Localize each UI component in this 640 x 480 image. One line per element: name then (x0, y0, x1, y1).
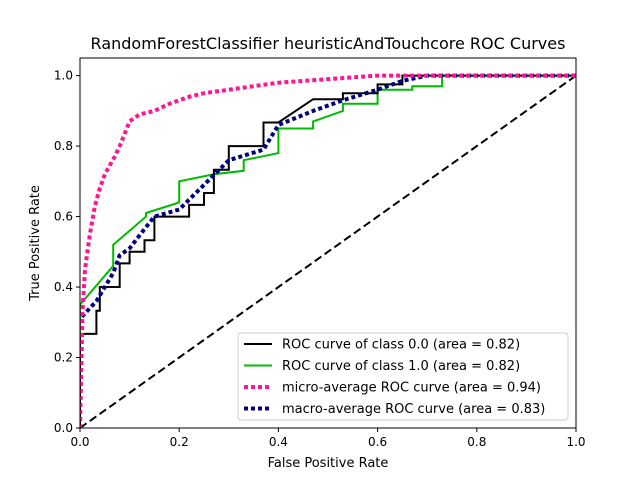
y-tick-label: 0.2 (54, 351, 73, 365)
x-tick-label: 0.0 (70, 435, 89, 449)
x-tick-label: 0.2 (170, 435, 189, 449)
plot-frame (79, 57, 577, 429)
x-tick-label: 0.8 (467, 435, 486, 449)
x-axis-label: False Positive Rate (268, 456, 389, 471)
legend-label-3: macro-average ROC curve (area = 0.83) (282, 402, 545, 417)
x-tick-label: 0.4 (269, 435, 288, 449)
y-axis-label: True Positive Rate (28, 185, 43, 302)
legend-label-1: ROC curve of class 1.0 (area = 0.82) (282, 359, 520, 374)
chance-diagonal-line (80, 74, 576, 428)
y-tick-label: 0.0 (54, 421, 73, 435)
x-tick-label: 1.0 (566, 435, 585, 449)
y-tick-label: 1.0 (54, 69, 73, 83)
series-line-1 (80, 74, 576, 428)
plot-lines (80, 73, 576, 428)
y-tick-label: 0.8 (54, 139, 73, 153)
legend: ROC curve of class 0.0 (area = 0.82) ROC … (237, 332, 569, 421)
y-tick-label: 0.4 (54, 280, 73, 294)
chart-title: RandomForestClassifier heuristicAndTouch… (91, 34, 566, 53)
legend-box (237, 332, 569, 421)
legend-label-0: ROC curve of class 0.0 (area = 0.82) (282, 338, 520, 353)
legend-label-2: micro-average ROC curve (area = 0.94) (282, 381, 541, 396)
x-axis: 0.0 0.2 0.4 0.6 0.8 1.0 (70, 428, 586, 449)
y-tick-label: 0.6 (54, 210, 73, 224)
series-line-3 (80, 73, 576, 428)
y-axis: 0.0 0.2 0.4 0.6 0.8 1.0 (54, 69, 80, 435)
x-tick-label: 0.6 (368, 435, 387, 449)
